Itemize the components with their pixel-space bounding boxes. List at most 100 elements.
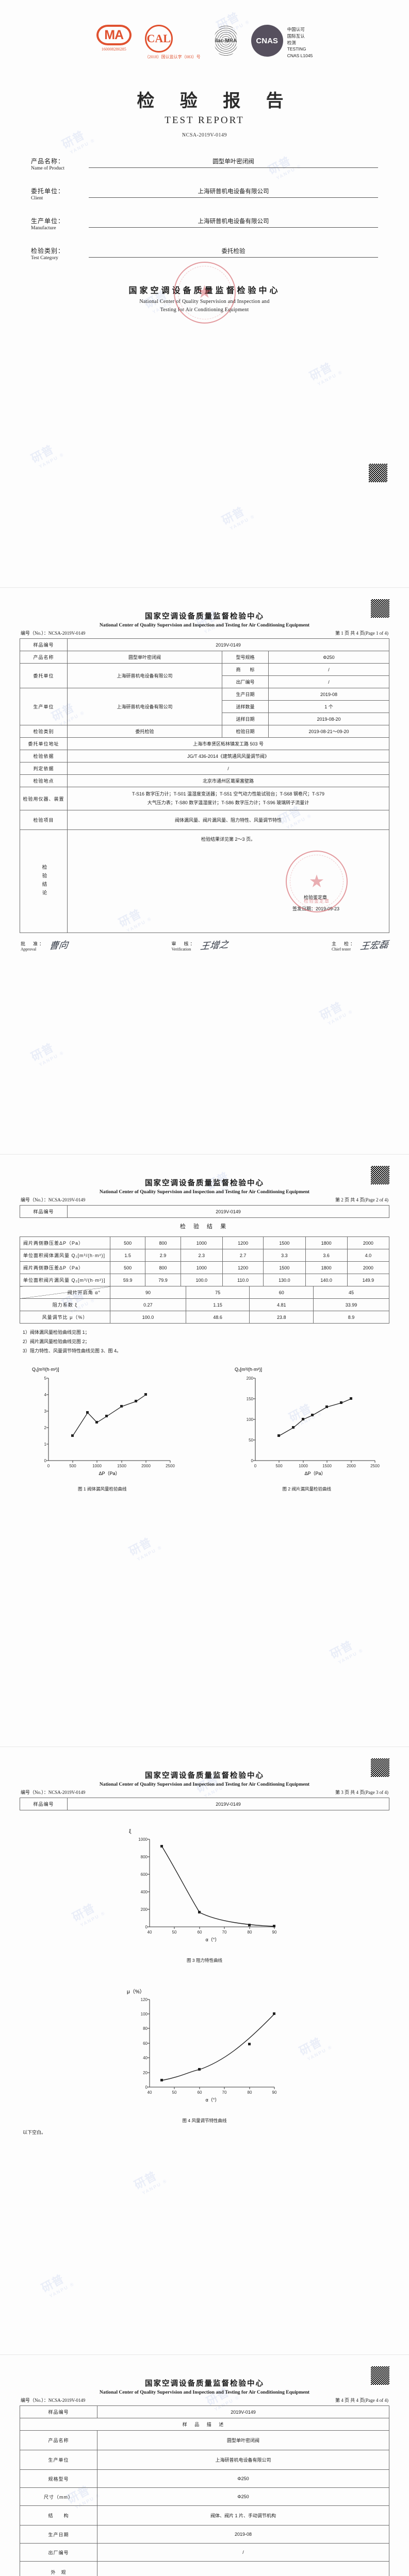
- chart-4-svg: μ（%） 0 20 40 60 80 100 120: [127, 1989, 277, 2103]
- chart3-ytick-marks: [147, 1839, 150, 1927]
- basis-label: 检验依据: [20, 750, 68, 762]
- test-place-label: 检验地点: [20, 774, 68, 787]
- svg-text:80: 80: [247, 2090, 252, 2095]
- cover-field-client: 委托单位： Client 上海研普机电设备有限公司: [31, 187, 378, 201]
- chart2-series: [279, 1398, 352, 1436]
- table-row: 判定依据 /: [20, 762, 389, 775]
- svg-text:400: 400: [140, 1890, 148, 1894]
- q2-value: 79.9: [145, 1274, 181, 1286]
- q2-label: 单位面积阀片漏风量 Q₂[m³/(h·m²)]: [20, 1274, 110, 1286]
- chart3-xlabel: α（°）: [205, 1937, 219, 1942]
- svg-text:1500: 1500: [117, 1464, 126, 1468]
- seal-label: 检验鉴定章: [303, 899, 330, 904]
- watermark-text: 研普: [328, 1638, 355, 1661]
- svg-text:60: 60: [197, 2090, 202, 2095]
- no-label: 编号（No.）：: [21, 1790, 48, 1795]
- product-name-value: 圆型单叶密闭阀: [67, 651, 222, 664]
- prod-date-label: 生产日期: [222, 688, 269, 701]
- chart4-series: [161, 2013, 275, 2081]
- table-row: 产品名称 圆型单叶密闭阀 型号规格 Φ250: [20, 651, 389, 664]
- org-name-cn: 国家空调设备质量监督检验中心: [145, 1772, 264, 1780]
- svg-text:2500: 2500: [370, 1464, 380, 1468]
- table-row: 委托单位 上海研普机电设备有限公司 商 标 /: [20, 663, 389, 688]
- svg-text:2500: 2500: [166, 1464, 175, 1468]
- table-row: 检验结论 检验结果详见第 2～3 页。 ★ 检验鉴定章 检验鉴定章 签发日期：2…: [20, 829, 389, 934]
- conclusion-text: 检验结果详见第 2～3 页。: [201, 837, 255, 842]
- dp-value: 500: [109, 1236, 146, 1249]
- page-header: 国家空调设备质量监督检验中心 National Center of Qualit…: [0, 1747, 409, 1795]
- dp2-value: 800: [145, 1261, 181, 1274]
- q2-value: 110.0: [222, 1274, 264, 1286]
- table-row: 风量调节比 μ（%） 100.0 48.6 23.8 8.9: [20, 1311, 389, 1324]
- table-row: 生产日期 2019-08: [20, 2525, 389, 2544]
- qr-code: [369, 464, 387, 482]
- table-row: 单位面积阀片漏风量 Q₂[m³/(h·m²)] 59.9 79.9 100.0 …: [20, 1274, 390, 1286]
- chart-2-caption: 图 2 阀片漏风量检验曲线: [282, 1486, 331, 1492]
- inspection-seal: ★ 检验鉴定章: [286, 851, 348, 913]
- mu-value: 23.8: [249, 1311, 314, 1324]
- field-label-cn: 委托单位：: [31, 188, 65, 195]
- svg-text:1500: 1500: [322, 1464, 332, 1468]
- judgement-label: 判定依据: [20, 762, 68, 775]
- chart-figure-4: μ（%） 0 20 40 60 80 100 120: [120, 1984, 290, 2124]
- field-label-en: Client: [31, 196, 43, 201]
- chart2-xtick-marks: [279, 1461, 375, 1463]
- chart-3-svg: ξ 0 200 400 600 800 1000 40 50 60 70 80 90: [129, 1829, 277, 1942]
- report-no-line: 编号（No.）：NCSA-2019V-0149: [21, 1196, 85, 1203]
- test-items-value: 阀体漏风量、阀片漏风量、阻力特性、风量调节特性: [67, 810, 389, 831]
- svg-text:200: 200: [140, 1907, 148, 1912]
- dp-value: 1800: [305, 1236, 348, 1249]
- cnas-caption: 中国认可 国际互认 检测 TESTING CNAS L1045: [287, 25, 313, 59]
- row-label: 生产单位: [20, 2450, 97, 2470]
- row-label: 尺寸（mm）: [20, 2487, 97, 2506]
- section-title-sample: 样 品 描 述: [20, 2418, 389, 2431]
- appearance-cell: 图 5 检验样品照片: [97, 2561, 389, 2576]
- page-indicator: 第 3 页 共 4 页(Page 3 of 4): [335, 1790, 388, 1795]
- chart2-yticks: 0 50 100 150 200: [246, 1376, 253, 1463]
- report-no-line: 编号（No.）：NCSA-2019V-0149: [21, 630, 85, 636]
- page-header: 国家空调设备质量监督检验中心 National Center of Qualit…: [0, 1155, 409, 1203]
- chart3-markers: [160, 1845, 275, 1927]
- client-value: 上海研普机电设备有限公司: [67, 663, 222, 688]
- svg-text:40: 40: [147, 1930, 152, 1935]
- brand-label: 商 标: [222, 663, 269, 676]
- chart3-ylabel: ξ: [129, 1829, 132, 1835]
- table-row: 外 观 图 5 检验样品照片: [20, 2561, 389, 2576]
- table-row: 生产单位 上海研普机电设备有限公司: [20, 2450, 389, 2470]
- judgement-value: /: [67, 762, 389, 775]
- table-row: 规格型号 Φ250: [20, 2469, 389, 2488]
- q1-value: 1.5: [109, 1249, 146, 1262]
- page-title: 检 验 报 告: [137, 91, 294, 111]
- svg-text:1000: 1000: [92, 1464, 102, 1468]
- table-row: 出厂编号 /: [20, 675, 389, 688]
- sample-no-value: 2019V-0149: [97, 2405, 389, 2418]
- svg-text:0: 0: [254, 1464, 257, 1468]
- table-row: 检验地点 北京市通州区葛渠富壁路: [20, 774, 389, 787]
- chart2-markers: [277, 1397, 352, 1437]
- q1-value: 2.3: [180, 1249, 223, 1262]
- q1-value: 4.0: [347, 1249, 390, 1262]
- zeta-value: 1.15: [185, 1298, 250, 1311]
- org-name-cn: 国家空调设备质量监督检验中心: [145, 613, 264, 621]
- report-number: NCSA-2019V-0149: [48, 631, 86, 636]
- watermark-text: 研普: [307, 360, 335, 383]
- conclusion-label-text: 检验结论: [41, 864, 47, 899]
- chart1-xlabel: ΔP（Pa）: [99, 1471, 120, 1476]
- chart1-ytick-marks: [46, 1378, 49, 1461]
- chart-figure-1: Q₁[m³/(h·m²)] 0 1 2 3 4 5 0 500 1000 1500 2: [25, 1363, 179, 1492]
- zeta-value: 4.81: [249, 1298, 314, 1311]
- instruments-value: T-S16 数字压力计；T-S01 温湿度变送器；T-S51 空气动力性能试验台…: [67, 786, 389, 811]
- watermark-sub: YANPU ®: [141, 2178, 169, 2196]
- dp2-value: 1500: [263, 1261, 306, 1274]
- svg-text:0: 0: [47, 1464, 50, 1468]
- sample-date-value: 2019-08-20: [268, 713, 389, 725]
- cover-page: 研普 YANPU ® 研普 YANPU ® 研普 YANPU ® 研普 YANPU ® …: [0, 0, 409, 587]
- report-number: NCSA-2019V-0149: [48, 1197, 86, 1202]
- model-value: Φ250: [268, 651, 389, 664]
- dp2-value: 1200: [222, 1261, 264, 1274]
- report-no-line: 编号（No.）：NCSA-2019V-0149: [21, 2397, 85, 2403]
- instruments-label: 检验用仪器、装置: [20, 786, 68, 811]
- svg-text:20: 20: [143, 2071, 148, 2075]
- report-number: NCSA-2019V-0149: [48, 2398, 86, 2403]
- watermark-sub: YANPU ®: [316, 369, 344, 387]
